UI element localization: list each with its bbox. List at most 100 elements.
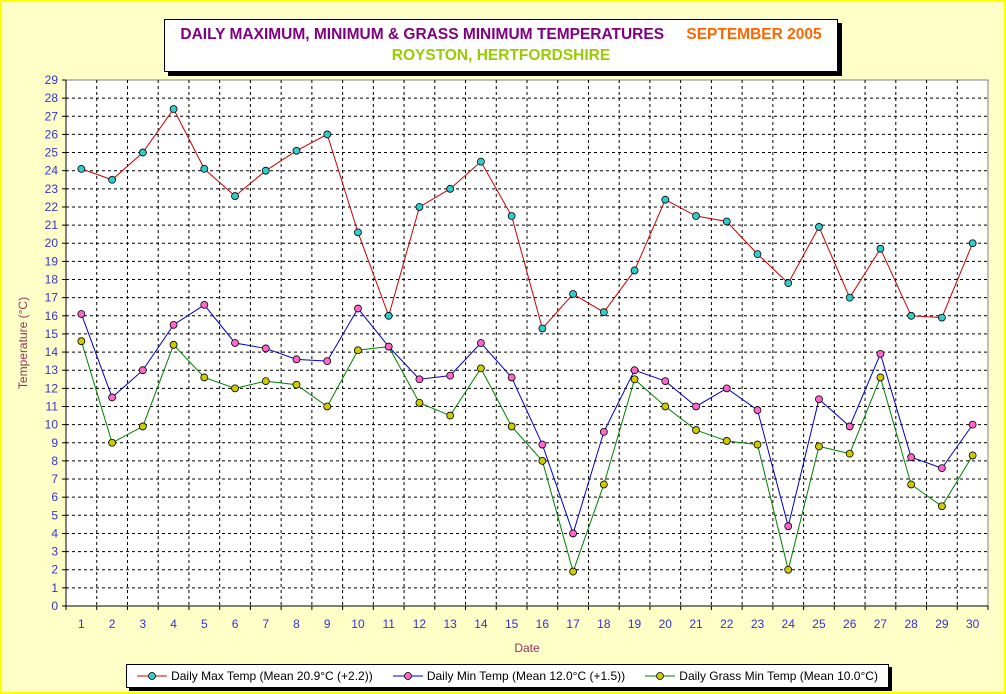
data-point-min	[476, 339, 485, 347]
x-tick-label: 13	[443, 617, 457, 631]
data-point-grass	[323, 402, 332, 411]
y-tick-label: 19	[45, 254, 59, 268]
data-point-min	[323, 357, 332, 366]
data-point-max	[692, 212, 700, 220]
x-axis-ticks: 1 2 3 4 5 6 7 8 9 10 11 12 13 14 15 16 17 18 19 20 21 22 23 24 2…	[65, 606, 989, 631]
legend-label-min: Daily Min Temp (Mean 12.0°C (+1.5))	[426, 669, 626, 683]
x-tick-label: 8	[293, 617, 300, 631]
y-tick-label: 0	[51, 599, 58, 613]
data-point-max	[968, 239, 977, 248]
data-point-min	[77, 310, 86, 318]
data-point-max	[354, 228, 362, 237]
legend-swatch-max	[137, 672, 168, 680]
data-point-max	[845, 293, 854, 302]
legend-swatch-grass	[645, 672, 676, 680]
y-tick-label: 10	[45, 418, 59, 432]
x-axis-title: Date	[514, 641, 540, 655]
chart-month: SEPTEMBER 2005	[686, 26, 822, 43]
data-point-min	[231, 339, 239, 347]
data-point-min	[446, 371, 455, 380]
x-tick-label: 20	[659, 617, 673, 631]
data-point-min	[354, 304, 362, 313]
title-line-1: DAILY MAXIMUM, MINIMUM & GRASS MINIMUM T…	[165, 26, 837, 44]
x-tick-label: 12	[413, 617, 427, 631]
legend-item-max: Daily Max Temp (Mean 20.9°C (+2.2))	[137, 669, 373, 683]
data-point-grass	[231, 384, 239, 393]
data-point-min	[692, 402, 700, 411]
data-point-grass	[292, 380, 301, 389]
y-tick-label: 18	[45, 273, 59, 287]
series-line-grass	[80, 341, 974, 574]
x-tick-label: 18	[597, 617, 611, 631]
y-tick-label: 22	[45, 200, 59, 214]
data-point-max	[538, 324, 547, 333]
data-point-min	[968, 420, 977, 429]
x-tick-label: 2	[109, 617, 116, 631]
data-point-max	[200, 164, 209, 173]
y-tick-label: 28	[45, 91, 59, 105]
y-tick-label: 21	[45, 218, 59, 232]
data-point-min	[415, 375, 424, 384]
x-tick-label: 26	[843, 617, 857, 631]
x-tick-label: 17	[566, 617, 580, 631]
data-point-grass	[661, 402, 670, 411]
legend-item-min: Daily Min Temp (Mean 12.0°C (+1.5))	[392, 669, 626, 683]
data-point-min	[722, 384, 731, 393]
data-point-grass	[415, 398, 424, 407]
data-point-min	[507, 373, 516, 382]
data-point-grass	[784, 565, 793, 574]
y-tick-label: 13	[45, 363, 59, 377]
y-tick-label: 12	[45, 381, 59, 395]
legend-label-grass: Daily Grass Min Temp (Mean 10.0°C)	[679, 669, 878, 683]
data-point-min	[108, 393, 116, 402]
y-tick-label: 15	[45, 327, 59, 341]
data-point-grass	[261, 377, 270, 385]
x-tick-label: 3	[139, 617, 146, 631]
data-point-min	[138, 366, 147, 375]
data-point-min	[599, 427, 608, 436]
data-point-max	[77, 164, 86, 173]
data-point-grass	[907, 480, 916, 489]
x-tick-label: 23	[751, 617, 765, 631]
data-point-min	[907, 453, 916, 462]
x-tick-label: 25	[812, 617, 826, 631]
y-tick-label: 1	[51, 581, 58, 595]
y-tick-label: 8	[51, 454, 58, 468]
data-point-max	[169, 105, 178, 113]
data-point-max	[476, 157, 485, 166]
x-tick-label: 1	[78, 617, 85, 631]
legend-label-max: Daily Max Temp (Mean 20.9°C (+2.2))	[171, 669, 373, 683]
data-point-min	[784, 522, 793, 531]
x-tick-label: 30	[966, 617, 980, 631]
data-point-grass	[815, 442, 823, 451]
data-point-max	[938, 313, 946, 322]
data-point-min	[200, 301, 209, 309]
y-tick-label: 27	[45, 109, 59, 123]
y-tick-label: 3	[51, 545, 58, 559]
data-point-max	[876, 244, 885, 253]
y-tick-label: 29	[45, 73, 59, 87]
y-tick-label: 6	[51, 490, 58, 504]
data-point-max	[138, 148, 147, 157]
data-point-max	[753, 250, 762, 259]
data-point-max	[108, 175, 116, 184]
y-tick-label: 26	[45, 127, 59, 141]
chart-title: DAILY MAXIMUM, MINIMUM & GRASS MINIMUM T…	[180, 26, 665, 43]
y-axis-ticks: 0123456789101112131415161718192021222324…	[45, 73, 66, 613]
data-point-max	[569, 290, 577, 298]
data-point-grass	[169, 340, 178, 349]
y-tick-label: 4	[51, 526, 58, 540]
chart-location: ROYSTON, HERTFORDSHIRE	[391, 47, 611, 64]
data-point-grass	[200, 373, 209, 382]
y-tick-label: 5	[51, 508, 58, 522]
data-point-grass	[569, 567, 577, 576]
data-point-grass	[108, 438, 116, 447]
x-tick-label: 19	[628, 617, 642, 631]
data-point-max	[231, 192, 239, 200]
y-axis-title: Temperature (°C)	[16, 297, 30, 389]
data-point-min	[292, 355, 301, 364]
legend-item-grass: Daily Grass Min Temp (Mean 10.0°C)	[645, 669, 878, 683]
series-line-max	[81, 108, 974, 330]
x-tick-label: 22	[720, 617, 734, 631]
